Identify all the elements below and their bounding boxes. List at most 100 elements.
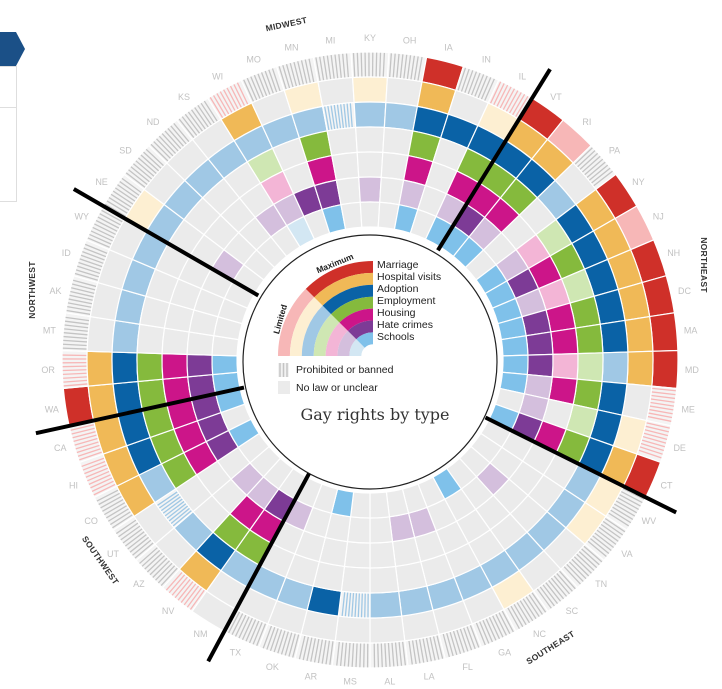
state-column-or xyxy=(61,349,239,390)
cell-fl-marriage xyxy=(438,623,483,660)
cell-or-hospital xyxy=(86,350,114,387)
state-label-ne: NE xyxy=(95,177,108,187)
cell-md-housing xyxy=(551,352,579,380)
state-column-dc xyxy=(497,274,676,341)
state-label-me: ME xyxy=(681,404,695,414)
state-label-fl: FL xyxy=(462,662,473,672)
cell-mi-housing xyxy=(331,151,360,181)
cell-ok-marriage xyxy=(257,623,302,660)
cell-ma-housing xyxy=(550,327,579,355)
cell-ma-employment xyxy=(574,323,604,355)
chart-title: Gay rights by type xyxy=(300,405,449,424)
cell-wy-marriage xyxy=(85,205,126,251)
legend-item-hospital: Hospital visits xyxy=(377,271,441,283)
legend-arc-max-schools xyxy=(356,332,373,348)
legend-arc-limited-adoption xyxy=(301,305,332,356)
region-divider-northeast-southeast xyxy=(484,415,678,515)
cell-mi-hate-crimes xyxy=(335,176,361,206)
no-law-swatch-icon xyxy=(278,381,290,394)
cell-ms-employment xyxy=(340,565,371,594)
legend-arc-max-employment xyxy=(331,296,373,323)
state-label-md: MD xyxy=(685,365,699,375)
legend-arc-limited-schools xyxy=(349,339,365,356)
cell-ms-housing xyxy=(343,540,371,569)
cell-mt-adoption xyxy=(111,319,141,354)
state-column-me xyxy=(499,371,678,427)
legend-arcs xyxy=(278,261,373,356)
state-label-ms: MS xyxy=(343,676,357,686)
state-label-nj: NJ xyxy=(653,211,664,221)
cell-ms-hospital xyxy=(334,615,371,644)
legend-arc-max-housing xyxy=(339,308,373,331)
state-label-mt: MT xyxy=(43,325,56,335)
cell-mi-hospital xyxy=(317,76,355,108)
state-label-wi: WI xyxy=(212,71,223,81)
state-label-wa: WA xyxy=(45,404,59,414)
cell-or-adoption xyxy=(111,351,139,385)
state-column-il xyxy=(424,79,533,248)
state-column-mn xyxy=(275,56,347,235)
cell-al-hate-crimes xyxy=(369,516,394,544)
state-label-dc: DC xyxy=(678,286,691,296)
panel-toggle-button[interactable] xyxy=(0,32,25,66)
cell-ky-adoption xyxy=(353,101,387,129)
state-label-wy: WY xyxy=(75,211,90,221)
cell-md-adoption xyxy=(601,351,629,385)
cell-or-marriage xyxy=(61,349,89,390)
cell-or-housing xyxy=(161,352,189,380)
state-label-va: VA xyxy=(621,549,632,559)
state-column-ks xyxy=(176,97,301,258)
state-column-co xyxy=(93,418,260,531)
cell-de-marriage xyxy=(636,419,672,464)
cell-ma-schools xyxy=(500,335,529,357)
cell-or-employment xyxy=(136,352,164,383)
state-label-nm: NM xyxy=(193,629,207,639)
state-column-ia xyxy=(393,56,465,235)
legend-banned-label: Prohibited or banned xyxy=(296,364,394,376)
state-column-nv xyxy=(161,457,294,613)
state-column-sc xyxy=(446,457,579,613)
state-label-de: DE xyxy=(673,443,686,453)
state-label-pa: PA xyxy=(609,146,620,156)
state-column-az xyxy=(135,445,282,589)
state-cells xyxy=(61,51,679,669)
cell-mt-hospital xyxy=(86,315,116,353)
state-column-ok xyxy=(257,483,339,660)
state-column-ga xyxy=(417,476,517,648)
cell-mt-employment xyxy=(136,323,166,355)
cell-mt-housing xyxy=(161,327,190,355)
legend-item-hate-crimes: Hate crimes xyxy=(377,319,433,331)
state-label-nv: NV xyxy=(162,606,175,616)
state-label-ak: AK xyxy=(49,286,61,296)
state-label-ca: CA xyxy=(54,443,67,453)
state-label-ia: IA xyxy=(444,43,453,53)
state-column-ms xyxy=(331,491,371,669)
state-column-sd xyxy=(123,144,276,281)
legend-arc-max-hospital xyxy=(314,272,373,306)
panel-divider xyxy=(0,107,16,108)
cell-al-marriage xyxy=(369,640,409,669)
cell-al-adoption xyxy=(369,590,403,619)
cell-md-schools xyxy=(501,354,529,376)
state-column-mt xyxy=(61,312,240,357)
cell-or-schools xyxy=(211,354,239,376)
state-column-wy xyxy=(85,205,256,309)
cell-ma-hate-crimes xyxy=(525,331,554,356)
cell-ms-marriage xyxy=(331,640,371,669)
cell-ms-adoption xyxy=(337,590,371,619)
state-label-ar: AR xyxy=(305,672,318,682)
region-divider-southwest-northwest xyxy=(35,385,245,436)
legend-arc-limited-marriage xyxy=(278,288,315,356)
cell-ky-marriage xyxy=(350,51,390,79)
state-column-nd xyxy=(148,119,288,269)
cell-oh-adoption xyxy=(383,101,419,132)
legend-no-law-label: No law or unclear xyxy=(296,382,378,394)
region-label-southwest: SOUTHWEST xyxy=(80,534,121,587)
cell-mi-adoption xyxy=(321,101,357,132)
region-divider-northwest-midwest xyxy=(72,187,260,298)
state-column-ak xyxy=(64,274,243,341)
cell-ca-marriage xyxy=(68,419,104,464)
cell-ky-housing xyxy=(356,151,384,178)
state-column-ut xyxy=(112,432,270,562)
